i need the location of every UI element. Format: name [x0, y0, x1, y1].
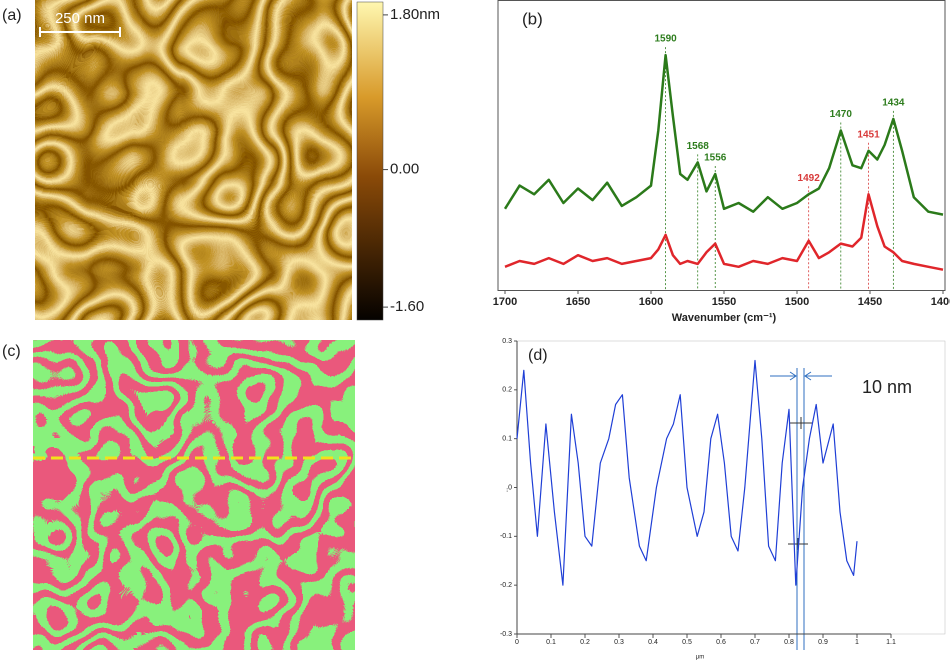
x-tick-label: 0 [515, 639, 519, 646]
y-tick-label: 0.3 [502, 338, 512, 345]
y-tick-label: -0.1 [500, 533, 512, 540]
x-tick-label: 0.4 [648, 639, 658, 646]
peak-label: 1492 [798, 173, 821, 184]
colorbar-tick-label: 1.80nm [390, 6, 440, 23]
x-tick-label: 1650 [566, 296, 590, 308]
x-tick-label: 1 [855, 639, 859, 646]
series-line [503, 53, 944, 216]
cursor-marks [788, 417, 812, 550]
panel-label: (c) [2, 343, 21, 360]
peak-label: 1590 [654, 34, 677, 45]
panel-label: (a) [2, 7, 22, 24]
peak-label: 1470 [830, 109, 853, 120]
x-tick-label: 1450 [858, 296, 882, 308]
series-line [504, 193, 944, 271]
x-tick-label: 1550 [712, 296, 736, 308]
peak-label: 1451 [857, 129, 880, 140]
peak-label: 1434 [882, 98, 905, 109]
x-tick-label: 0.1 [546, 639, 556, 646]
x-tick-label: 0.7 [750, 639, 760, 646]
x-tick-label: 0.3 [614, 639, 624, 646]
afm-image [35, 0, 352, 320]
y-axis-label: ... [504, 487, 510, 492]
x-tick-label: 1500 [785, 296, 809, 308]
x-tick-label: 0.5 [682, 639, 692, 646]
x-tick-label: 0.2 [580, 639, 590, 646]
panel-label: (d) [528, 347, 548, 364]
x-tick-label: 0.9 [818, 639, 828, 646]
series-line [516, 359, 858, 586]
colorbar-tick-label: 0.00 [390, 161, 419, 178]
y-tick-label: 0.2 [502, 387, 512, 394]
y-tick-label: -0.2 [500, 582, 512, 589]
colorbar [356, 1, 384, 321]
x-axis-label: μm [696, 655, 704, 661]
x-tick-label: 1600 [639, 296, 663, 308]
x-tick-label: 1700 [493, 296, 517, 308]
peak-label: 1556 [704, 153, 727, 164]
plot-frame [497, 0, 946, 291]
colorbar-tick-label: -1.60 [390, 298, 424, 315]
x-tick-label: 1.1 [886, 639, 896, 646]
composite-image [33, 340, 355, 650]
panel-label: (b) [522, 9, 543, 28]
x-tick-label: 1400 [931, 296, 950, 308]
y-tick-label: -0.3 [500, 631, 512, 638]
x-axis-label: Wavenumber (cm⁻¹) [672, 312, 777, 324]
peak-label: 1568 [687, 141, 710, 152]
x-tick-label: 0.6 [716, 639, 726, 646]
x-tick-label: 0.8 [784, 639, 794, 646]
scale-bar-label: 250 nm [55, 10, 105, 27]
y-tick-label: 0.1 [502, 436, 512, 443]
annotation: 10 nm [862, 377, 912, 397]
width-arrows [770, 371, 832, 381]
y-tick-label: 0 [508, 484, 512, 491]
